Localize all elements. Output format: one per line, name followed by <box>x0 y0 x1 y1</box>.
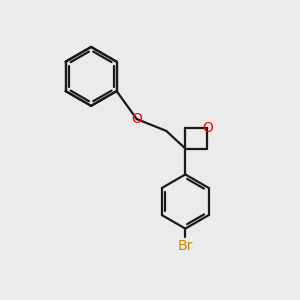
Text: Br: Br <box>178 239 193 253</box>
Text: O: O <box>131 112 142 126</box>
Text: O: O <box>202 121 213 135</box>
